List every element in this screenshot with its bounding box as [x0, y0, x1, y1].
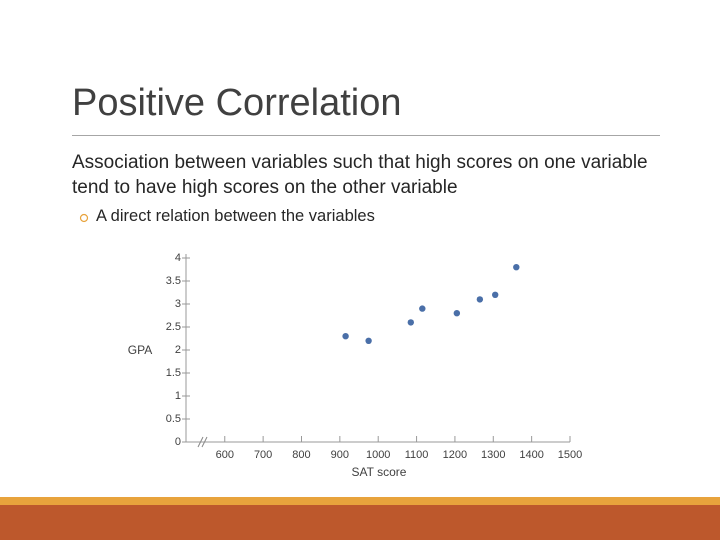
- point: [407, 319, 415, 326]
- x-tick-label: 1000: [366, 449, 390, 461]
- x-tick-label: 900: [331, 449, 349, 461]
- y-tick-label: 0: [175, 436, 181, 448]
- y-tick-label: 3: [175, 298, 181, 310]
- x-tick-label: 1500: [558, 449, 582, 461]
- point: [342, 333, 349, 340]
- x-tick-label: 1200: [443, 449, 467, 461]
- slide-title: Positive Correlation: [72, 82, 402, 124]
- x-tick-label: 1300: [481, 449, 505, 461]
- x-tick-label: 700: [254, 449, 272, 461]
- y-tick-label: 1.5: [166, 367, 181, 379]
- bullet-text: A direct relation between the variables: [96, 207, 375, 225]
- x-tick-label: 1100: [405, 449, 429, 461]
- y-tick-label: 0.5: [166, 413, 181, 425]
- point: [513, 264, 520, 271]
- point: [476, 296, 484, 303]
- x-tick-label: 600: [216, 449, 234, 461]
- y-tick-label: 3.5: [166, 275, 181, 287]
- y-axis-label: GPA: [128, 343, 152, 357]
- body-text: Association between variables such that …: [72, 152, 648, 198]
- axis-break: [197, 436, 208, 448]
- point: [453, 310, 461, 317]
- title-rule: [72, 135, 660, 136]
- x-axis-label: SAT score: [352, 465, 407, 479]
- bullet-marker: [79, 213, 89, 223]
- footer-stripe: [0, 497, 720, 505]
- point: [365, 337, 372, 344]
- y-tick-label: 1: [175, 390, 181, 402]
- y-tick-label: 2: [175, 344, 181, 356]
- point: [492, 291, 499, 298]
- x-tick-label: 1400: [519, 449, 543, 461]
- footer-bar: [0, 505, 720, 540]
- x-tick-label: 800: [292, 449, 310, 461]
- point: [419, 305, 426, 312]
- y-tick-label: 4: [175, 252, 181, 264]
- y-tick-label: 2.5: [166, 321, 181, 333]
